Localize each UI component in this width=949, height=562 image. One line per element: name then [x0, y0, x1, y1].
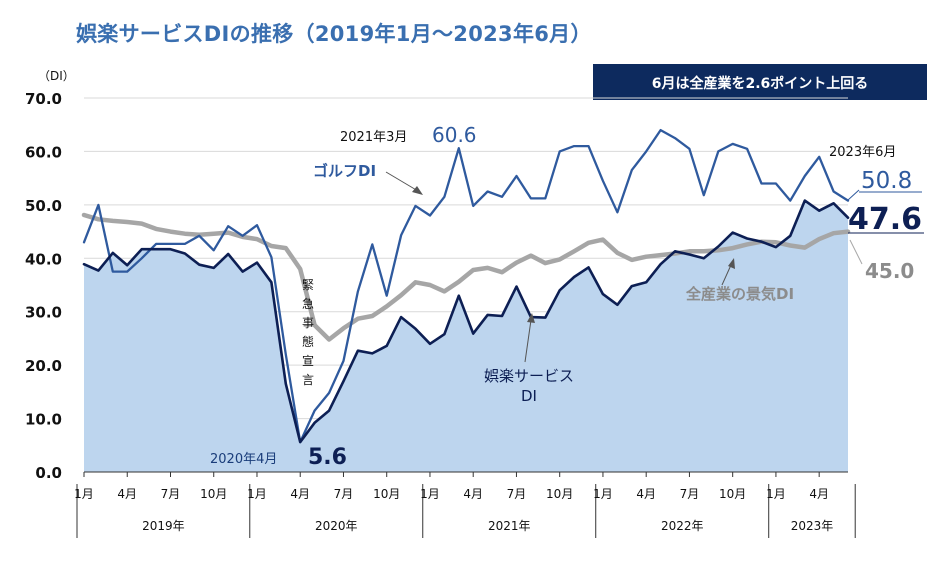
x-tick-label: 1月: [247, 487, 267, 501]
x-tick-labels: 1月 4月 7月 10月 1月 4月 7月 10月 1月 4月 7月 10月 1月 4月 7月 10月 1月 4月: [74, 487, 829, 501]
x-tick-label: 10月: [200, 487, 227, 501]
year-label: 2021年: [488, 519, 531, 533]
area-layer: [84, 200, 848, 472]
all-industry-line: [81, 212, 851, 342]
latest-golf-leader: [847, 189, 860, 201]
emergency-char: 態: [302, 334, 314, 349]
entertainment-series-label-line2: DI: [521, 387, 537, 405]
emergency-char: 言: [302, 373, 314, 387]
y-tick-label: 40.0: [25, 250, 62, 268]
latest-golf-value: 50.8: [861, 168, 912, 194]
page-title: 娯楽サービスDIの推移（2019年1月～2023年6月）: [76, 22, 592, 46]
golf-line: [82, 128, 850, 444]
y-tick-labels: 70.0 60.0 50.0 40.0 30.0 20.0 10.0 0.0: [25, 90, 62, 482]
year-label: 2023年: [791, 519, 834, 533]
y-tick-label: 0.0: [35, 464, 62, 482]
y-tick-label: 30.0: [25, 304, 62, 322]
golf-arrow-head: [412, 186, 423, 195]
y-tick-label: 20.0: [25, 357, 62, 375]
low-value-label: 5.6: [308, 445, 347, 470]
x-tick-label: 4月: [290, 487, 310, 501]
x-tick-label: 4月: [117, 487, 137, 501]
latest-date-label: 2023年6月: [829, 145, 896, 160]
entertainment-line: [82, 199, 850, 444]
emergency-char: 緊: [302, 278, 314, 292]
entertainment-label-arrow: [524, 319, 532, 363]
x-tick-label: 7月: [680, 487, 700, 501]
x-tick-label: 7月: [334, 487, 354, 501]
y-tick-label: 10.0: [25, 411, 62, 429]
all-industry-label-arrow: [721, 264, 732, 286]
x-tick-label: 1月: [74, 487, 94, 501]
y-tick-label: 60.0: [25, 143, 62, 161]
x-tick-label: 10月: [373, 487, 400, 501]
x-tick-label: 7月: [161, 487, 181, 501]
emergency-char: 事: [302, 316, 314, 330]
axis-layer: [76, 471, 856, 538]
banner: 6月は全産業を2.6ポイント上回る: [593, 64, 927, 100]
peak-date-label: 2021年3月: [340, 130, 407, 145]
banner-text: 6月は全産業を2.6ポイント上回る: [652, 75, 869, 92]
series-layer: [81, 128, 851, 444]
x-tick-label: 4月: [809, 487, 829, 501]
y-tick-label: 70.0: [25, 90, 62, 108]
x-tick-label: 4月: [463, 487, 483, 501]
x-tick-label: 10月: [719, 487, 746, 501]
entertainment-series-label-line1: 娯楽サービス: [484, 367, 574, 385]
golf-label-arrow: [385, 171, 419, 192]
x-tick-label: 10月: [546, 487, 573, 501]
latest-all-industry-value: 45.0: [865, 259, 914, 283]
x-tick-label: 4月: [636, 487, 656, 501]
x-tick-label: 7月: [507, 487, 527, 501]
all-industry-series-label: 全産業の景気DI: [685, 285, 794, 303]
year-label: 2020年: [315, 519, 358, 533]
entertainment-arrow-head: [527, 313, 535, 323]
year-label: 2019年: [142, 519, 185, 533]
emergency-char: 宣: [302, 353, 314, 368]
y-tick-label: 50.0: [25, 197, 62, 215]
all-industry-arrow-head: [728, 258, 735, 269]
entertainment-area: [84, 200, 848, 472]
peak-value-label: 60.6: [432, 123, 477, 147]
y-unit-label: （DI）: [38, 69, 75, 83]
golf-series-label: ゴルフDI: [313, 162, 376, 180]
x-tick-label: 1月: [766, 487, 786, 501]
year-labels: 2019年 2020年 2021年 2022年 2023年: [142, 519, 833, 533]
latest-all-leader: [849, 239, 863, 265]
x-tick-label: 1月: [420, 487, 440, 501]
emergency-char: 急: [302, 296, 314, 311]
x-tick-label: 1月: [593, 487, 613, 501]
latest-entertainment-value: 47.6: [848, 202, 922, 237]
low-date-label: 2020年4月: [210, 452, 277, 467]
banner-background: [593, 64, 927, 100]
year-label: 2022年: [661, 519, 704, 533]
